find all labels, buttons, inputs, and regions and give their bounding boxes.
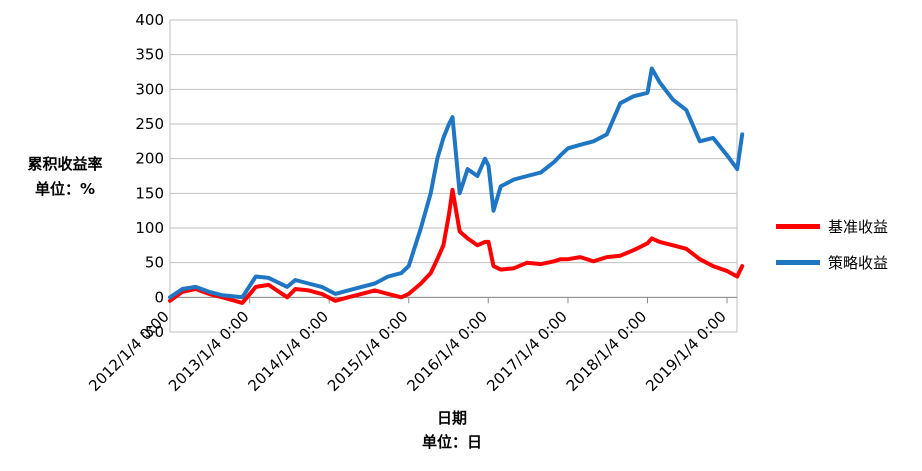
- x-axis-label: 日期 单位：日: [382, 406, 522, 454]
- y-tick-label: 350: [135, 46, 164, 64]
- x-tick-label: 2018/1/4 0:00: [563, 307, 651, 395]
- x-tick-label: 2012/1/4 0:00: [85, 307, 173, 395]
- y-tick-labels: -50 0 50 100 150 200 250 300 350 400: [135, 11, 164, 341]
- x-tick-label: 2015/1/4 0:00: [324, 307, 412, 395]
- x-tick-label: 2014/1/4 0:00: [245, 307, 333, 395]
- y-tick-label: 400: [135, 11, 164, 29]
- x-axis-label-line-1: 日期: [436, 409, 467, 427]
- legend-label-benchmark: 基准收益: [828, 217, 889, 236]
- y-tick-label: 200: [135, 150, 164, 168]
- x-tick-label: 2019/1/4 0:00: [642, 307, 730, 395]
- x-axis-label-line-2: 单位：日: [421, 433, 482, 451]
- series-line-0: [168, 187, 745, 305]
- y-axis-label-line-1: 累积收益率: [27, 155, 103, 173]
- legend: 基准收益 策略收益: [776, 208, 888, 280]
- legend-swatch-strategy: [776, 259, 820, 265]
- series-line-1: [168, 66, 745, 300]
- y-tick-label: 50: [145, 254, 164, 272]
- y-tick-label: -50: [140, 323, 165, 341]
- legend-label-strategy: 策略收益: [828, 253, 889, 272]
- legend-swatch-benchmark: [776, 223, 820, 229]
- y-tick-label: 100: [135, 219, 164, 237]
- y-tick-label: 0: [154, 288, 164, 306]
- y-tick-label: 250: [135, 115, 164, 133]
- y-tick-label: 300: [135, 80, 164, 98]
- series-lines: [168, 66, 745, 305]
- y-tick-label: 150: [135, 184, 164, 202]
- x-tick-label: 2016/1/4 0:00: [404, 307, 492, 395]
- y-axis-label: 累积收益率 单位：%: [6, 152, 124, 202]
- y-axis-label-line-2: 单位：%: [34, 180, 96, 198]
- legend-item-benchmark: 基准收益: [776, 208, 888, 244]
- legend-item-strategy: 策略收益: [776, 244, 888, 280]
- x-tick-label: 2017/1/4 0:00: [483, 307, 571, 395]
- x-tick-label: 2013/1/4 0:00: [165, 307, 253, 395]
